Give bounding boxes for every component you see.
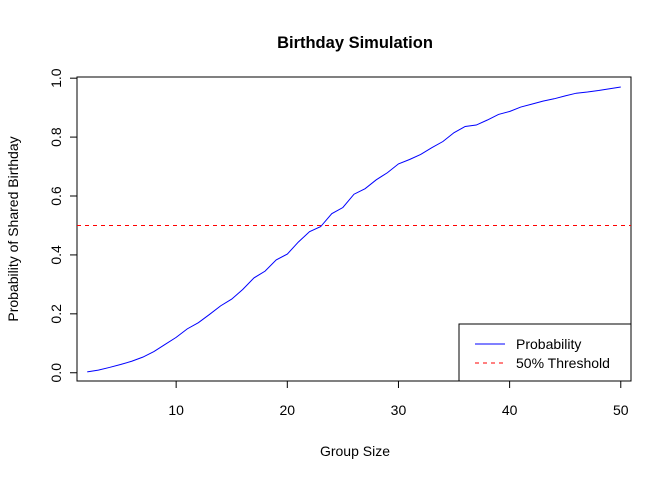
series-group (87, 86, 621, 373)
x-tick-label: 40 (502, 402, 518, 418)
y-tick-label: 0.4 (48, 245, 64, 265)
legend-box (458, 323, 632, 382)
chart-title: Birthday Simulation (277, 34, 433, 52)
legend-label-threshold: 50% Threshold (516, 355, 610, 371)
legend-label-probability: Probability (516, 336, 581, 352)
x-tick-label: 50 (613, 402, 629, 418)
y-tick-label: 0.2 (48, 304, 64, 324)
y-axis: 0.0 0.2 0.4 0.6 0.8 1.0 (48, 68, 78, 383)
y-tick-label: 0.8 (48, 127, 64, 147)
legend: Probability 50% Threshold (458, 323, 632, 382)
x-axis-label: Group Size (320, 443, 390, 459)
x-tick-label: 30 (391, 402, 407, 418)
probability-series-line (87, 86, 621, 373)
y-tick-label: 0.6 (48, 186, 64, 206)
x-axis: 10 20 30 40 50 (168, 380, 629, 418)
x-tick-label: 20 (280, 402, 296, 418)
y-axis-label: Probability of Shared Birthday (5, 136, 21, 321)
y-tick-label: 1.0 (48, 68, 64, 88)
y-tick-label: 0.0 (48, 363, 64, 383)
x-tick-label: 10 (168, 402, 184, 418)
